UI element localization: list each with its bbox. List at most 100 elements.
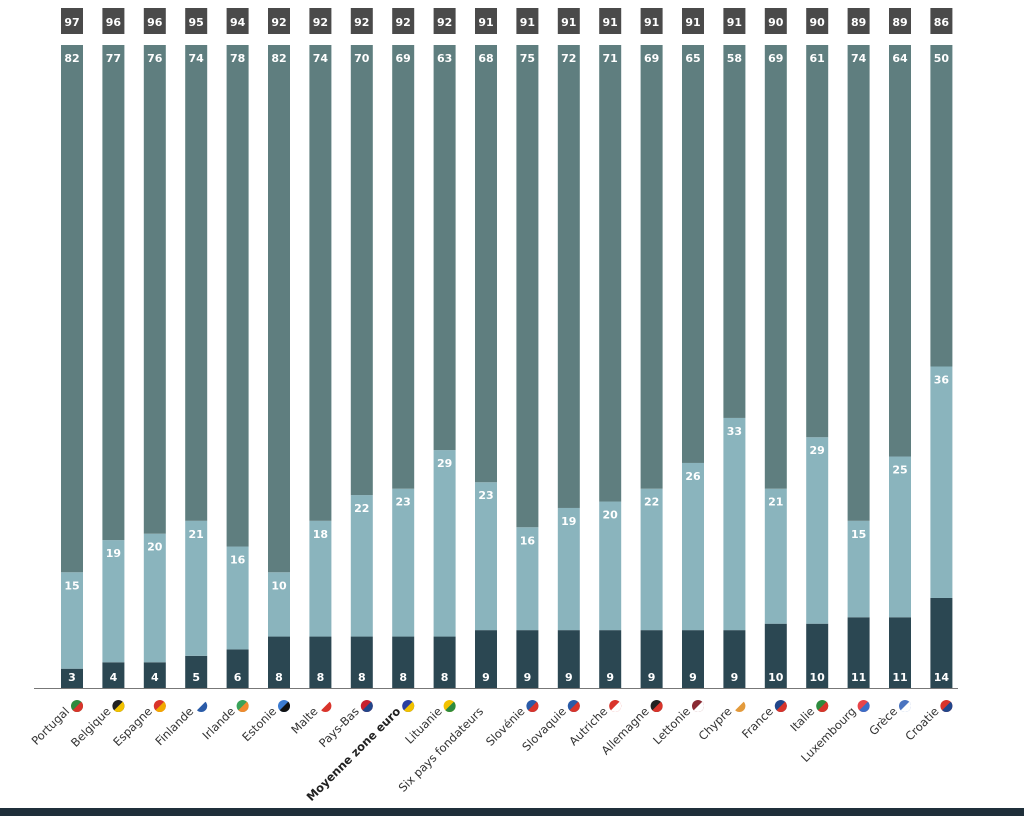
bar-segment-top bbox=[350, 45, 373, 496]
austria-flag-icon bbox=[609, 700, 622, 712]
bar-segment-top bbox=[599, 45, 622, 502]
data-label-middle: 25 bbox=[892, 464, 907, 477]
total-box bbox=[475, 8, 497, 34]
germany-flag-icon bbox=[650, 700, 663, 712]
estonia-flag-icon bbox=[278, 700, 290, 712]
greece-flag-icon bbox=[899, 700, 911, 712]
bar-segment-top bbox=[723, 45, 746, 418]
bar-segment-bottom bbox=[599, 630, 622, 688]
data-label-top: 65 bbox=[685, 52, 700, 65]
category-label: France bbox=[739, 704, 776, 741]
data-label-top: 82 bbox=[271, 52, 286, 65]
total-box bbox=[433, 8, 456, 34]
bar-segment-middle bbox=[433, 450, 456, 637]
data-label-middle: 26 bbox=[685, 470, 701, 483]
bar-segment-top bbox=[847, 45, 870, 521]
total-label: 92 bbox=[271, 16, 286, 29]
data-label-top: 78 bbox=[230, 52, 245, 65]
portugal-flag-icon bbox=[71, 700, 83, 712]
data-label-top: 63 bbox=[437, 52, 452, 65]
bar-segment-middle bbox=[350, 495, 373, 637]
total-box bbox=[640, 8, 663, 34]
data-label-bottom: 9 bbox=[689, 671, 697, 684]
bar-group: 8 18 74 92 Malte bbox=[288, 8, 332, 737]
data-label-middle: 15 bbox=[851, 528, 866, 541]
data-label-top: 58 bbox=[727, 52, 742, 65]
total-label: 91 bbox=[520, 16, 535, 29]
total-box bbox=[268, 8, 290, 34]
data-label-bottom: 8 bbox=[317, 671, 325, 684]
category-label: Slovaquie bbox=[519, 704, 569, 754]
total-label: 92 bbox=[437, 16, 452, 29]
bar-segment-bottom bbox=[102, 662, 125, 688]
total-box bbox=[723, 8, 746, 34]
total-label: 94 bbox=[230, 16, 246, 29]
bar-segment-middle bbox=[723, 417, 746, 631]
data-label-top: 76 bbox=[147, 52, 163, 65]
latvia-flag-icon bbox=[692, 700, 704, 712]
bar-group: 3 15 82 97 Portugal bbox=[29, 8, 83, 748]
data-label-bottom: 9 bbox=[606, 671, 614, 684]
data-label-top: 75 bbox=[520, 52, 535, 65]
data-label-top: 72 bbox=[561, 52, 576, 65]
data-label-middle: 16 bbox=[230, 554, 246, 567]
bar-segment-middle bbox=[847, 520, 870, 618]
belgium-flag-icon bbox=[112, 700, 125, 712]
total-box bbox=[309, 8, 332, 34]
data-label-bottom: 9 bbox=[565, 671, 573, 684]
bar-segment-bottom bbox=[516, 630, 539, 688]
bar-segment-bottom bbox=[433, 636, 456, 688]
total-label: 89 bbox=[892, 16, 907, 29]
data-label-bottom: 8 bbox=[358, 671, 366, 684]
malta-flag-icon bbox=[319, 700, 332, 712]
bar-segment-bottom bbox=[847, 617, 870, 688]
bar-segment-middle bbox=[516, 527, 539, 631]
bar-segment-top bbox=[392, 45, 415, 489]
data-label-middle: 22 bbox=[644, 496, 659, 509]
bar-segment-top bbox=[309, 45, 332, 521]
bar-segment-top bbox=[930, 45, 953, 367]
data-label-bottom: 10 bbox=[768, 671, 784, 684]
bar-segment-bottom bbox=[143, 662, 166, 688]
bar-segment-middle bbox=[143, 533, 166, 663]
data-label-top: 71 bbox=[603, 52, 618, 65]
slovenia-flag-icon bbox=[526, 700, 539, 712]
total-box bbox=[102, 8, 125, 34]
category-label: Malte bbox=[288, 704, 320, 736]
bar-segment-bottom bbox=[309, 636, 332, 688]
total-box bbox=[806, 8, 829, 34]
bar-segment-middle bbox=[475, 482, 497, 631]
data-label-bottom: 9 bbox=[648, 671, 656, 684]
data-label-bottom: 8 bbox=[399, 671, 407, 684]
bar-segment-middle bbox=[185, 520, 208, 656]
category-label: Grèce bbox=[866, 704, 900, 738]
data-label-bottom: 5 bbox=[192, 671, 200, 684]
category-label: Portugal bbox=[29, 704, 73, 748]
bar-segment-bottom bbox=[350, 636, 373, 688]
data-label-middle: 33 bbox=[727, 425, 742, 438]
data-label-bottom: 6 bbox=[234, 671, 242, 684]
data-label-bottom: 9 bbox=[524, 671, 532, 684]
total-label: 97 bbox=[64, 16, 79, 29]
data-label-middle: 21 bbox=[189, 528, 204, 541]
euro-flag-icon bbox=[402, 700, 415, 712]
data-label-bottom: 11 bbox=[851, 671, 866, 684]
data-label-bottom: 4 bbox=[151, 671, 159, 684]
data-label-top: 74 bbox=[189, 52, 205, 65]
data-label-middle: 10 bbox=[271, 579, 287, 592]
bar-segment-top bbox=[185, 45, 208, 521]
total-label: 92 bbox=[313, 16, 328, 29]
finland-flag-icon bbox=[195, 700, 208, 712]
data-label-top: 50 bbox=[934, 52, 950, 65]
bar-segment-bottom bbox=[764, 623, 787, 688]
data-label-bottom: 3 bbox=[68, 671, 76, 684]
total-box bbox=[516, 8, 539, 34]
total-label: 91 bbox=[644, 16, 659, 29]
total-box bbox=[350, 8, 373, 34]
ireland-flag-icon bbox=[236, 700, 249, 712]
bar-segment-bottom bbox=[557, 630, 580, 688]
total-label: 92 bbox=[354, 16, 369, 29]
